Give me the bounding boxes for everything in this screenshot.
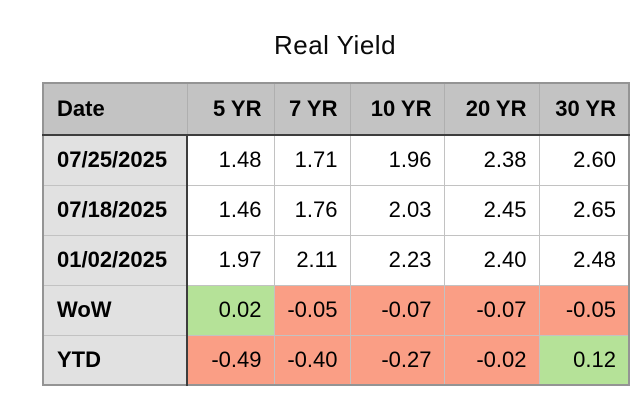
table-cell: 1.48 — [186, 134, 275, 186]
table-cell: 2.65 — [538, 184, 630, 236]
table-cell: -0.05 — [273, 284, 351, 336]
column-header-date: Date — [42, 82, 188, 136]
column-header-7yr: 7 YR — [273, 82, 351, 136]
row-label: 07/18/2025 — [42, 184, 188, 236]
table-row-date-2: 07/18/2025 1.46 1.76 2.03 2.45 2.65 — [42, 184, 630, 236]
table-row-date-3: 01/02/2025 1.97 2.11 2.23 2.40 2.48 — [42, 234, 630, 286]
column-header-30yr: 30 YR — [538, 82, 630, 136]
table-cell: 2.38 — [443, 134, 540, 186]
table-cell: 2.60 — [538, 134, 630, 186]
table-cell: 1.46 — [186, 184, 275, 236]
column-header-10yr: 10 YR — [349, 82, 445, 136]
row-label: 07/25/2025 — [42, 134, 188, 186]
table-cell: 1.76 — [273, 184, 351, 236]
header-row: Date 5 YR 7 YR 10 YR 20 YR 30 YR — [42, 82, 630, 136]
table-cell: 1.97 — [186, 234, 275, 286]
row-label: YTD — [42, 334, 188, 386]
table-cell: -0.07 — [349, 284, 445, 336]
table-cell: -0.05 — [538, 284, 630, 336]
row-label: WoW — [42, 284, 188, 336]
table-cell: 1.71 — [273, 134, 351, 186]
table-cell: 1.96 — [349, 134, 445, 186]
column-header-20yr: 20 YR — [443, 82, 540, 136]
table-row-date-1: 07/25/2025 1.48 1.71 1.96 2.38 2.60 — [42, 134, 630, 186]
column-header-5yr: 5 YR — [186, 82, 275, 136]
table-cell: 0.02 — [186, 284, 275, 336]
table-cell: -0.07 — [443, 284, 540, 336]
table-cell: 2.03 — [349, 184, 445, 236]
table-cell: -0.40 — [273, 334, 351, 386]
table-row-wow: WoW 0.02 -0.05 -0.07 -0.07 -0.05 — [42, 284, 630, 336]
row-label: 01/02/2025 — [42, 234, 188, 286]
table-cell: -0.49 — [186, 334, 275, 386]
table-cell: 0.12 — [538, 334, 630, 386]
table-cell: -0.02 — [443, 334, 540, 386]
table-cell: 2.45 — [443, 184, 540, 236]
table-row-ytd: YTD -0.49 -0.40 -0.27 -0.02 0.12 — [42, 334, 630, 386]
chart-title: Real Yield — [273, 30, 397, 60]
table-cell: 2.23 — [349, 234, 445, 286]
table-cell: 2.48 — [538, 234, 630, 286]
real-yield-table: Date 5 YR 7 YR 10 YR 20 YR 30 YR 07/25/2… — [42, 82, 630, 386]
table-cell: 2.11 — [273, 234, 351, 286]
table-cell: -0.27 — [349, 334, 445, 386]
table-cell: 2.40 — [443, 234, 540, 286]
